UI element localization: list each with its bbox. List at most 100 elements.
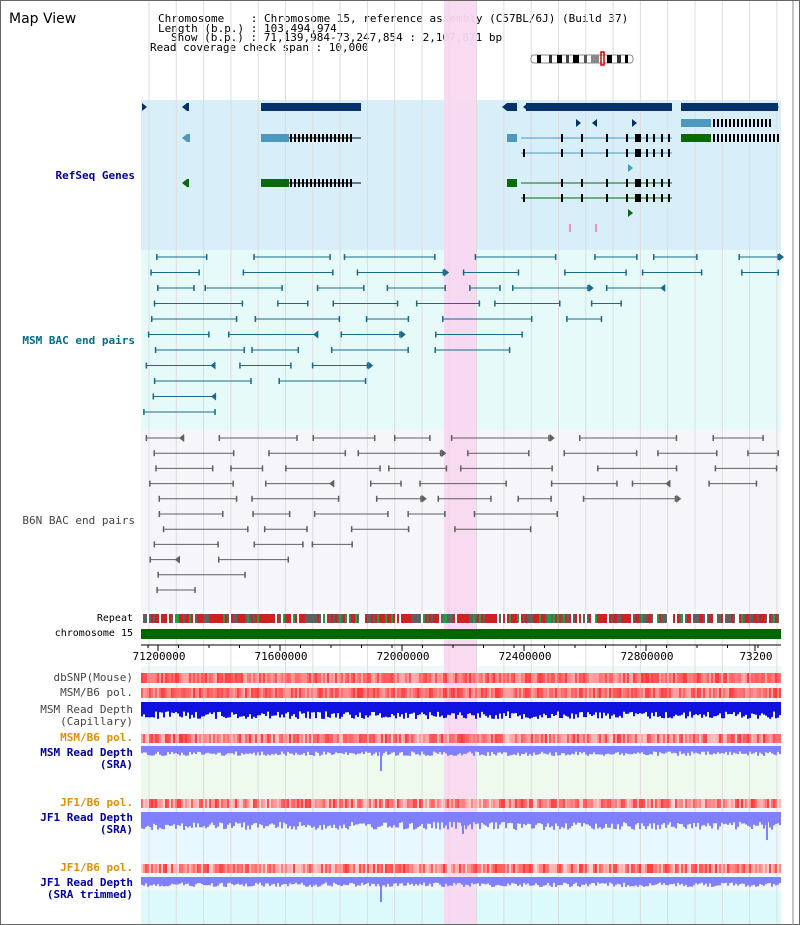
- gene-exon: [661, 179, 663, 187]
- dbsnp-cell: [267, 673, 269, 683]
- bac-end: [444, 511, 446, 517]
- msm-b6-pol-cell: [495, 688, 497, 698]
- msm-b6-pol-cell: [709, 688, 711, 698]
- dbsnp-cell: [385, 673, 387, 683]
- bac-end: [281, 285, 283, 291]
- jf1-trim-depth: [655, 877, 657, 885]
- jf1-trim-depth: [469, 877, 471, 887]
- msm-b6-pol-cell: [437, 688, 439, 698]
- jf1-b6-pol-cell: [557, 799, 559, 808]
- msm-cap-depth: [211, 702, 213, 715]
- msm-cap-depth: [667, 702, 669, 718]
- msm-b6-pol2-cell: [361, 734, 363, 743]
- msm-b6-pol-cell: [397, 688, 399, 698]
- jf1-b6-pol2-cell: [695, 864, 697, 873]
- msm-sra-depth: [327, 746, 329, 753]
- msm-sra-depth: [571, 746, 573, 754]
- bac-end: [375, 495, 378, 502]
- jf1-sra-depth: [621, 812, 623, 827]
- jf1-b6-pol-cell: [197, 799, 199, 808]
- msm-cap-depth: [743, 702, 745, 717]
- msm-cap-depth: [145, 702, 147, 718]
- bac-end: [657, 450, 659, 457]
- msm-b6-pol-cell: [737, 688, 739, 698]
- repeat-segment: [577, 614, 579, 623]
- msm-b6-pol-cell: [247, 688, 249, 698]
- repeat-segment: [729, 614, 731, 623]
- bac-end: [306, 526, 308, 533]
- jf1-b6-pol-cell: [619, 799, 621, 808]
- dbsnp-cell: [647, 673, 649, 683]
- msm-b6-pol-cell: [241, 688, 243, 698]
- msm-sra-depth: [655, 746, 657, 752]
- jf1-trim-depth: [241, 877, 243, 885]
- msm-cap-depth: [295, 702, 297, 718]
- jf1-b6-pol2-cell: [413, 864, 415, 873]
- repeat-segment: [157, 614, 159, 623]
- jf1-b6-pol-cell: [469, 799, 471, 808]
- jf1-trim-depth: [493, 877, 495, 887]
- msm-cap-depth: [413, 702, 415, 713]
- dbsnp-cell: [715, 673, 717, 683]
- jf1-b6-pol-cell: [425, 799, 427, 808]
- jf1-b6-pol2-cell: [683, 864, 685, 873]
- jf1-trim-depth: [729, 877, 731, 884]
- jf1-trim-depth: [411, 877, 413, 884]
- msm-b6-pol-cell: [575, 688, 577, 698]
- msm-b6-pol-cell: [665, 688, 667, 698]
- jf1-b6-pol2-cell: [533, 864, 535, 873]
- msm-cap-depth: [143, 702, 145, 715]
- msm-b6-pol2-cell: [651, 734, 653, 743]
- msm-cap-depth: [525, 702, 527, 718]
- jf1-b6-pol2-cell: [567, 864, 569, 873]
- jf1-b6-pol-cell: [183, 799, 185, 808]
- msm-sra-depth: [749, 746, 751, 752]
- dbsnp-cell: [451, 673, 453, 683]
- jf1-b6-pol2-cell: [677, 864, 679, 873]
- jf1-sra-depth: [175, 812, 177, 829]
- jf1-b6-pol2-cell: [213, 864, 215, 873]
- jf1-trim-depth: [697, 877, 699, 885]
- msm-sra-depth: [595, 746, 597, 755]
- msm-cap-depth: [255, 702, 257, 718]
- msm-sra-depth: [637, 746, 639, 753]
- msm-b6-pol2-cell: [317, 734, 319, 743]
- jf1-b6-pol2-cell: [543, 864, 545, 873]
- jf1-b6-pol-cell: [389, 799, 391, 808]
- bac-end: [420, 495, 422, 502]
- jf1-trim-depth: [499, 877, 501, 886]
- jf1-b6-pol2-cell: [407, 864, 409, 873]
- jf1-sra-depth: [309, 812, 311, 826]
- msm-cap-depth: [197, 702, 199, 719]
- repeat-segment: [175, 614, 177, 623]
- jf1-b6-pol2-cell: [579, 864, 581, 873]
- msm-sra-depth: [497, 746, 499, 753]
- msm-sra-depth: [203, 746, 205, 755]
- jf1-b6-pol-cell: [541, 799, 543, 808]
- msm-cap-depth: [345, 702, 347, 713]
- repeat-segment: [569, 614, 571, 623]
- msm-b6-pol2-cell: [325, 734, 327, 743]
- gene-exon: [668, 149, 670, 157]
- jf1-sra-depth: [589, 812, 591, 826]
- repeat-segment: [757, 614, 759, 623]
- msm-b6-pol2-cell: [207, 734, 209, 743]
- repeat-segment: [403, 614, 405, 623]
- msm-b6-pol-cell: [505, 688, 507, 698]
- bac-end: [154, 347, 157, 353]
- bac-end: [253, 254, 255, 260]
- msm-sra-depth: [465, 746, 467, 754]
- repeat-segment: [287, 614, 289, 623]
- msm-b6-pol2-cell: [291, 734, 293, 743]
- msm-b6-pol2-cell: [573, 734, 575, 743]
- jf1-b6-pol-cell: [561, 799, 563, 808]
- msm-sra-depth: [311, 746, 313, 756]
- jf1-b6-pol-cell: [421, 799, 423, 808]
- jf1-sra-depth: [649, 812, 651, 824]
- repeat-segment: [227, 614, 229, 623]
- msm-b6-pol-cell: [329, 688, 331, 698]
- jf1-sra-depth: [399, 812, 401, 823]
- msm-b6-pol2-cell: [227, 734, 229, 743]
- msm-cap-depth: [171, 702, 173, 713]
